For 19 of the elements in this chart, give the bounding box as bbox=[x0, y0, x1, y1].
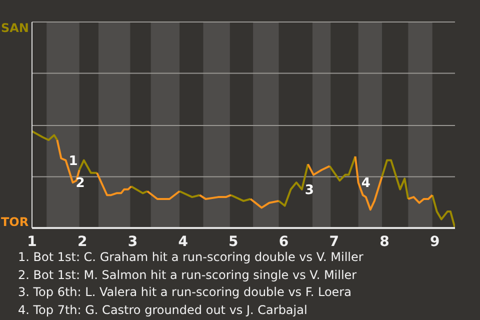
text: 2. Bot 1st: M. Salmon hit a run-scoring single vs V. Miller bbox=[18, 266, 358, 284]
text: SAN bbox=[1, 21, 29, 35]
text: 3. Top 6th: L. Valera hit a run-scoring double vs F. Loera bbox=[18, 284, 352, 301]
text: 4. Top 7th: G. Castro grounded out vs J. Carbajal bbox=[18, 302, 308, 318]
x-tick-label: 3 bbox=[128, 234, 138, 250]
x-tick-label: 2 bbox=[77, 234, 88, 250]
x-tick-label: 7 bbox=[329, 234, 340, 250]
annotation: 2 bbox=[76, 176, 85, 192]
x-tick-label: 8 bbox=[380, 234, 390, 250]
annotation: 1 bbox=[68, 154, 78, 169]
text: 1. Bot 1st: C. Graham hit a run-scoring double vs V. Miller bbox=[18, 249, 364, 266]
text: TOR bbox=[1, 215, 29, 229]
x-tick-label: 1 bbox=[27, 234, 37, 250]
x-tick-label: 5 bbox=[228, 234, 238, 250]
annotation: 4 bbox=[361, 176, 370, 192]
annotation: 3 bbox=[304, 182, 314, 198]
x-tick-label: 4 bbox=[178, 234, 188, 250]
x-tick-label: 6 bbox=[278, 234, 289, 250]
x-tick-label: 9 bbox=[430, 234, 440, 250]
